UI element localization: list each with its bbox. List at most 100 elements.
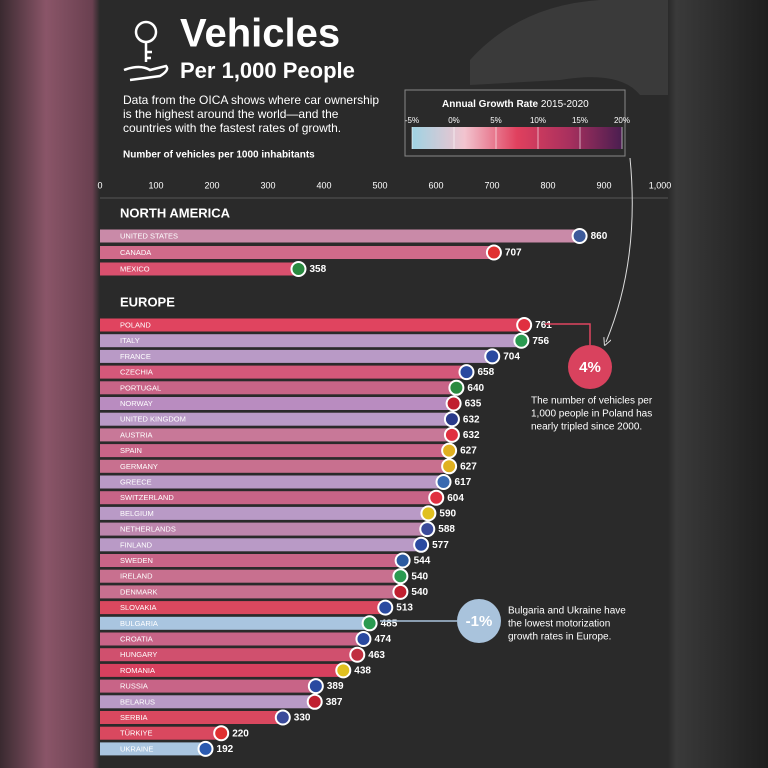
annotation-text: growth rates in Europe. (508, 632, 611, 643)
bar-category-label: CANADA (120, 248, 151, 257)
value-label: 588 (438, 524, 455, 535)
flag-icon (513, 332, 530, 349)
legend-tick-label: 0% (448, 116, 460, 125)
value-label: 544 (414, 556, 431, 567)
value-label: 635 (465, 399, 482, 410)
x-tick-label: 300 (260, 180, 275, 190)
x-tick-label: 800 (540, 180, 555, 190)
bar (100, 491, 439, 505)
bar (100, 711, 285, 724)
flag-icon (392, 583, 409, 600)
bar-category-label: SERBIA (120, 713, 148, 722)
bar (100, 538, 424, 552)
value-label: 707 (505, 248, 522, 259)
bar-category-label: SWEDEN (120, 556, 153, 565)
bar (100, 444, 452, 458)
bar (100, 262, 301, 276)
bar-category-label: NORWAY (120, 399, 153, 408)
value-label: 389 (327, 681, 344, 692)
group-title: NORTH AMERICA (120, 205, 231, 220)
bar-category-label: POLAND (120, 320, 151, 329)
x-tick-label: 500 (372, 180, 387, 190)
bar-category-label: GERMANY (120, 462, 158, 471)
flag-icon (420, 505, 437, 522)
value-label: 577 (432, 540, 449, 551)
annotation-text: 1,000 people in Poland has (531, 409, 652, 420)
value-label: 604 (447, 493, 464, 504)
value-label: 617 (455, 477, 472, 488)
bar (100, 412, 454, 426)
value-label: 860 (591, 231, 608, 242)
x-tick-label: 600 (428, 180, 443, 190)
annotation-label: 4% (579, 359, 601, 376)
flag-icon (516, 317, 533, 333)
car-silhouette (470, 0, 668, 95)
bar-category-label: TÜRKIYE (120, 729, 153, 738)
flag-icon (349, 646, 366, 663)
bar (100, 726, 224, 740)
bar-category-label: ROMANIA (120, 666, 155, 675)
group-title: EUROPE (120, 294, 175, 309)
flag-icon (213, 725, 230, 742)
legend-tick-label: 20% (614, 116, 630, 125)
axis-label: Number of vehicles per 1000 inhabitants (123, 150, 315, 161)
value-label: 358 (309, 264, 326, 275)
bar-category-label: FRANCE (120, 352, 151, 361)
annotation-bubble (457, 599, 501, 643)
bar (100, 695, 317, 709)
flag-icon (441, 442, 458, 459)
flag-icon (355, 631, 372, 647)
legend-period: 2015-2020 (541, 99, 589, 110)
legend-box (404, 89, 626, 157)
flag-icon (458, 364, 475, 381)
bar-category-label: FINLAND (120, 540, 153, 549)
x-tick-label: 900 (596, 180, 611, 190)
bar (100, 569, 403, 583)
bar-category-label: SPAIN (120, 446, 142, 455)
bar-category-label: BELGIUM (120, 509, 154, 518)
flag-icon (484, 348, 501, 365)
bar-category-label: ITALY (120, 336, 140, 345)
subtitle: Per 1,000 People (180, 58, 355, 83)
bar (100, 428, 454, 442)
bar (100, 475, 446, 489)
x-tick-label: 1,000 (649, 180, 672, 190)
bar-category-label: BULGARIA (120, 619, 158, 628)
value-label: 627 (460, 461, 477, 472)
title: Vehicles (180, 12, 340, 56)
logo-icon (123, 20, 169, 82)
bar-category-label: PORTUGAL (120, 383, 161, 392)
bar-category-label: HUNGARY (120, 650, 157, 659)
flag-icon (435, 474, 452, 490)
bar (100, 506, 431, 520)
x-tick-label: 700 (484, 180, 499, 190)
flag-icon (441, 458, 458, 475)
flag-icon (419, 521, 436, 538)
flag-icon (394, 552, 411, 569)
bar-category-label: UNITED KINGDOM (120, 415, 186, 424)
description: countries with the fastest rates of grow… (123, 121, 341, 135)
flag-icon (413, 536, 430, 553)
arrow (606, 157, 633, 342)
bar-category-label: UKRAINE (120, 744, 153, 753)
value-label: 192 (217, 744, 234, 755)
value-label: 761 (535, 320, 552, 331)
legend-tick-label: -5% (405, 116, 419, 125)
bar-category-label: UNITED STATES (120, 231, 178, 240)
flag-icon (197, 740, 214, 757)
value-label: 590 (439, 509, 456, 520)
annotation-text: the lowest motorization (508, 619, 610, 630)
flag-icon (443, 411, 460, 428)
value-label: 627 (460, 446, 477, 457)
value-label: 640 (467, 383, 484, 394)
legend-tick-label: 5% (490, 116, 502, 125)
bar-category-label: GREECE (120, 477, 152, 486)
flag-icon (443, 426, 460, 443)
legend-title: Annual Growth Rate (442, 99, 539, 110)
value-label: 704 (503, 352, 520, 363)
bar (100, 459, 452, 473)
annotation-label: -1% (466, 613, 493, 630)
flag-icon (571, 228, 588, 244)
